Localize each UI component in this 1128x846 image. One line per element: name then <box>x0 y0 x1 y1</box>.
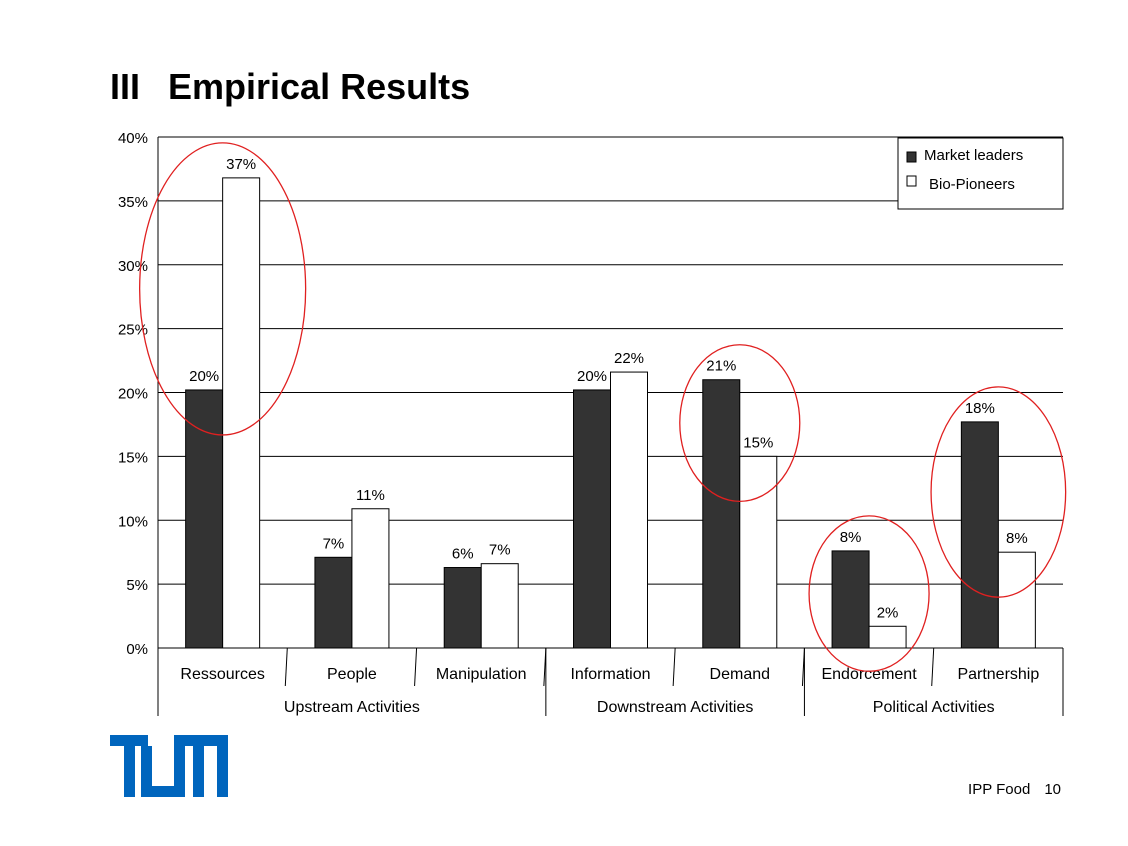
data-label-bio-pioneers: 2% <box>877 604 899 621</box>
y-tick-label: 20% <box>118 386 148 403</box>
data-label-bio-pioneers: 15% <box>743 434 773 451</box>
bar-bio-pioneers <box>868 625 907 649</box>
data-label-market-leaders: 20% <box>577 368 607 385</box>
data-label-market-leaders: 20% <box>189 368 219 385</box>
logo-stroke <box>217 735 228 797</box>
data-label-market-leaders: 8% <box>840 529 862 546</box>
y-tick-label: 5% <box>126 577 148 594</box>
y-tick-label: 15% <box>118 449 148 466</box>
y-tick-label: 0% <box>126 641 148 658</box>
x-tick-label: Information <box>570 666 650 683</box>
page-number: 10 <box>1044 781 1061 798</box>
bar-market-leaders <box>960 421 999 649</box>
highlight-circle <box>930 386 1067 598</box>
bar-bio-pioneers <box>997 551 1036 649</box>
legend-box <box>897 137 1064 210</box>
legend-label-market-leaders: Market leaders <box>924 147 1023 164</box>
category-separator <box>931 647 935 687</box>
logo-stroke <box>141 786 185 797</box>
x-tick-label: People <box>327 666 377 683</box>
y-tick-label: 40% <box>118 130 148 147</box>
y-tick-label: 30% <box>118 258 148 275</box>
group-label: Upstream Activities <box>284 699 420 716</box>
legend-label-bio-pioneers: Bio-Pioneers <box>929 176 1015 193</box>
x-tick-label: Demand <box>710 666 770 683</box>
highlight-circle <box>808 515 930 672</box>
logo-stroke <box>193 735 204 797</box>
data-label-bio-pioneers: 7% <box>489 542 511 559</box>
legend-swatch-market-leaders <box>906 151 917 163</box>
tum-logo-mark <box>110 735 228 797</box>
bar-market-leaders <box>443 567 482 649</box>
data-label-market-leaders: 18% <box>965 400 995 417</box>
bar-market-leaders <box>314 556 353 649</box>
x-tick-label: Endorcement <box>821 666 917 683</box>
bar-bio-pioneers <box>351 508 390 649</box>
data-label-bio-pioneers: 22% <box>614 350 644 367</box>
logo-stroke <box>124 735 135 797</box>
data-label-bio-pioneers: 11% <box>356 487 385 504</box>
y-tick-label: 25% <box>118 322 148 339</box>
logo-stroke <box>141 746 152 797</box>
footer: IPP Food 10 <box>954 781 1061 798</box>
data-label-market-leaders: 6% <box>452 546 474 563</box>
x-tick-label: Manipulation <box>436 666 527 683</box>
slide-title: III Empirical Results <box>110 66 470 108</box>
bar-bio-pioneers <box>222 177 261 649</box>
data-label-bio-pioneers: 37% <box>226 156 256 173</box>
title-text: Empirical Results <box>168 66 471 107</box>
bar-bio-pioneers <box>610 371 648 649</box>
x-tick-label: Ressources <box>180 666 264 683</box>
category-separator <box>672 647 676 687</box>
footer-label: IPP Food <box>968 781 1031 798</box>
data-label-bio-pioneers: 8% <box>1006 530 1028 547</box>
bar-bio-pioneers <box>739 455 778 649</box>
category-separator <box>414 647 418 687</box>
highlight-circle <box>138 142 307 436</box>
bar-bio-pioneers <box>480 563 519 649</box>
bar-market-leaders <box>573 389 611 649</box>
data-label-market-leaders: 7% <box>323 535 345 552</box>
logo-stroke <box>174 735 185 797</box>
tum-logo <box>110 735 228 802</box>
bar-market-leaders <box>185 389 224 649</box>
group-label: Political Activities <box>873 699 995 716</box>
section-number: III <box>110 66 141 107</box>
y-tick-label: 10% <box>118 513 148 530</box>
bar-market-leaders <box>702 379 741 649</box>
x-tick-label: Partnership <box>957 666 1039 683</box>
group-label: Downstream Activities <box>597 699 754 716</box>
bar-market-leaders <box>831 550 870 649</box>
category-separator <box>284 647 288 687</box>
highlight-circle <box>679 344 801 503</box>
y-tick-label: 35% <box>118 194 148 211</box>
legend-swatch-bio-pioneers <box>906 175 917 187</box>
data-label-market-leaders: 21% <box>706 358 736 375</box>
